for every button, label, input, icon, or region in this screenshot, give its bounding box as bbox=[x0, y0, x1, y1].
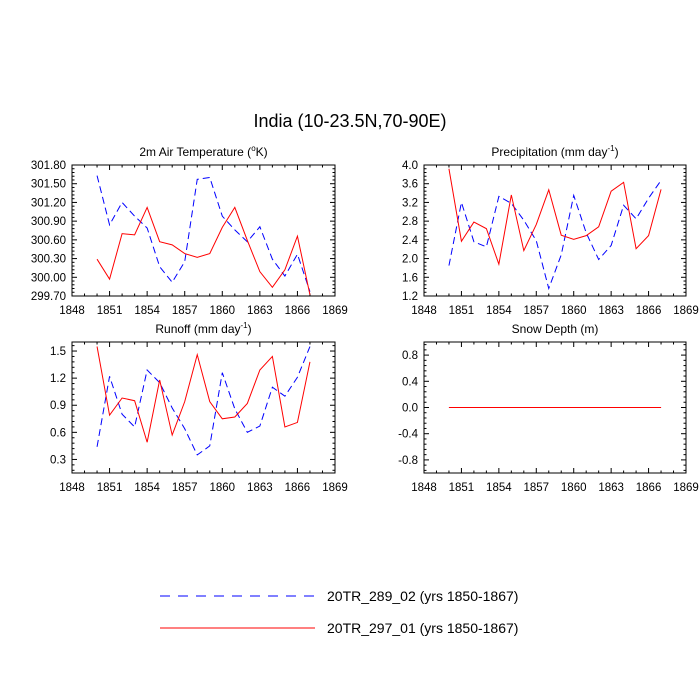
chart-panel-temp: 2m Air Temperature (oK) 1848 1851 1854 1857 1… bbox=[31, 144, 348, 317]
panel-title-main: Snow Depth (m) bbox=[512, 322, 599, 336]
panel-title: Runoff (mm day-1) bbox=[155, 321, 251, 336]
x-tick-label: 1848 bbox=[411, 482, 437, 494]
y-tick-label: 3.2 bbox=[402, 197, 418, 209]
chart-panels: 2m Air Temperature (oK) 1848 1851 1854 1857 1… bbox=[31, 144, 699, 494]
x-tick-label: 1869 bbox=[322, 305, 348, 317]
series-line-20TR_289_02 bbox=[96, 175, 311, 292]
plot-frame bbox=[71, 164, 336, 297]
series-line-20TR_297_01 bbox=[96, 206, 311, 295]
x-tick-label: 1860 bbox=[561, 305, 587, 317]
x-tick-label: 1863 bbox=[598, 305, 624, 317]
x-tick-label: 1854 bbox=[134, 482, 160, 494]
y-tick-label: 0.3 bbox=[50, 454, 66, 466]
x-tick-label: 1863 bbox=[598, 482, 624, 494]
x-tick-label: 1869 bbox=[673, 482, 699, 494]
panel-title-main: Runoff (mm day bbox=[155, 322, 240, 336]
x-tick-label: 1851 bbox=[449, 482, 475, 494]
series-line-20TR_297_01 bbox=[448, 168, 662, 267]
x-tick-label: 1848 bbox=[411, 305, 437, 317]
legend-label: 20TR_297_01 (yrs 1850-1867) bbox=[327, 620, 518, 636]
x-tick-label: 1854 bbox=[486, 482, 512, 494]
y-tick-label: 4.0 bbox=[402, 160, 418, 172]
chart-panel-runoff: Runoff (mm day-1) 1848 1851 1854 1857 1860 186… bbox=[50, 321, 348, 494]
plot-frame bbox=[423, 164, 687, 297]
y-tick-label: -0.8 bbox=[398, 455, 418, 467]
y-tick-label: 301.50 bbox=[31, 179, 66, 191]
y-tick-label: 0.4 bbox=[402, 376, 419, 388]
y-tick-label: 300.90 bbox=[31, 216, 66, 228]
panel-title-superscript: -1 bbox=[241, 321, 249, 330]
plot-frame bbox=[71, 341, 336, 474]
figure-title: India (10-23.5N,70-90E) bbox=[253, 111, 446, 131]
panel-title-main: Precipitation (mm day bbox=[491, 145, 607, 159]
x-tick-label: 1851 bbox=[97, 305, 123, 317]
panel-title: Precipitation (mm day-1) bbox=[491, 144, 618, 159]
y-tick-label: 1.2 bbox=[402, 291, 418, 303]
x-tick-label: 1869 bbox=[322, 482, 348, 494]
chart-panel-precip: Precipitation (mm day-1) 1848 1851 1854 1857… bbox=[402, 144, 699, 317]
y-tick-label: -0.4 bbox=[398, 429, 418, 441]
x-tick-label: 1857 bbox=[172, 305, 198, 317]
y-tick-label: 300.60 bbox=[31, 235, 66, 247]
x-tick-label: 1863 bbox=[247, 482, 273, 494]
x-tick-label: 1848 bbox=[59, 305, 85, 317]
x-tick-label: 1866 bbox=[285, 305, 311, 317]
series-line-20TR_297_01 bbox=[96, 346, 311, 443]
y-tick-label: 0.0 bbox=[402, 403, 418, 415]
panel-title-main: 2m Air Temperature ( bbox=[139, 145, 251, 159]
x-tick-label: 1866 bbox=[636, 305, 662, 317]
panel-title-suffix: K) bbox=[256, 145, 268, 159]
legend-label: 20TR_289_02 (yrs 1850-1867) bbox=[327, 588, 518, 604]
series-line-20TR_289_02 bbox=[96, 346, 311, 456]
x-tick-label: 1860 bbox=[561, 482, 587, 494]
x-tick-label: 1860 bbox=[209, 482, 235, 494]
legend: 20TR_289_02 (yrs 1850-1867) 20TR_297_01 (… bbox=[160, 588, 518, 636]
panel-title-superscript: -1 bbox=[607, 144, 615, 153]
panel-title: Snow Depth (m) bbox=[512, 322, 599, 336]
y-tick-label: 300.00 bbox=[31, 272, 66, 284]
x-tick-label: 1854 bbox=[486, 305, 512, 317]
x-tick-label: 1866 bbox=[636, 482, 662, 494]
x-tick-label: 1851 bbox=[449, 305, 475, 317]
y-tick-label: 0.8 bbox=[402, 350, 418, 362]
y-tick-label: 2.0 bbox=[402, 254, 418, 266]
y-tick-label: 301.80 bbox=[31, 160, 66, 172]
series-line-20TR_289_02 bbox=[448, 180, 662, 291]
x-tick-label: 1866 bbox=[285, 482, 311, 494]
x-tick-label: 1857 bbox=[172, 482, 198, 494]
y-tick-label: 299.70 bbox=[31, 291, 66, 303]
panel-title-superscript: o bbox=[251, 144, 256, 153]
y-tick-label: 1.2 bbox=[50, 373, 66, 385]
y-tick-label: 2.8 bbox=[402, 216, 418, 228]
y-tick-label: 0.6 bbox=[50, 427, 66, 439]
panel-title-suffix: ) bbox=[615, 145, 619, 159]
x-tick-label: 1857 bbox=[523, 305, 549, 317]
y-tick-label: 1.5 bbox=[50, 346, 66, 358]
y-tick-label: 0.9 bbox=[50, 400, 66, 412]
chart-panel-snow: Snow Depth (m) 1848 1851 1854 1857 1860 1863 18… bbox=[398, 322, 699, 494]
x-tick-label: 1869 bbox=[673, 305, 699, 317]
y-tick-label: 3.6 bbox=[402, 179, 418, 191]
y-tick-label: 2.4 bbox=[402, 235, 419, 247]
x-tick-label: 1857 bbox=[523, 482, 549, 494]
x-tick-label: 1863 bbox=[247, 305, 273, 317]
x-tick-label: 1860 bbox=[209, 305, 235, 317]
panel-title: 2m Air Temperature (oK) bbox=[139, 144, 267, 159]
y-tick-label: 301.20 bbox=[31, 197, 66, 209]
y-tick-label: 1.6 bbox=[402, 272, 418, 284]
x-tick-label: 1851 bbox=[97, 482, 123, 494]
panel-title-suffix: ) bbox=[248, 322, 252, 336]
x-tick-label: 1848 bbox=[59, 482, 85, 494]
y-tick-label: 300.30 bbox=[31, 254, 66, 266]
x-tick-label: 1854 bbox=[134, 305, 160, 317]
